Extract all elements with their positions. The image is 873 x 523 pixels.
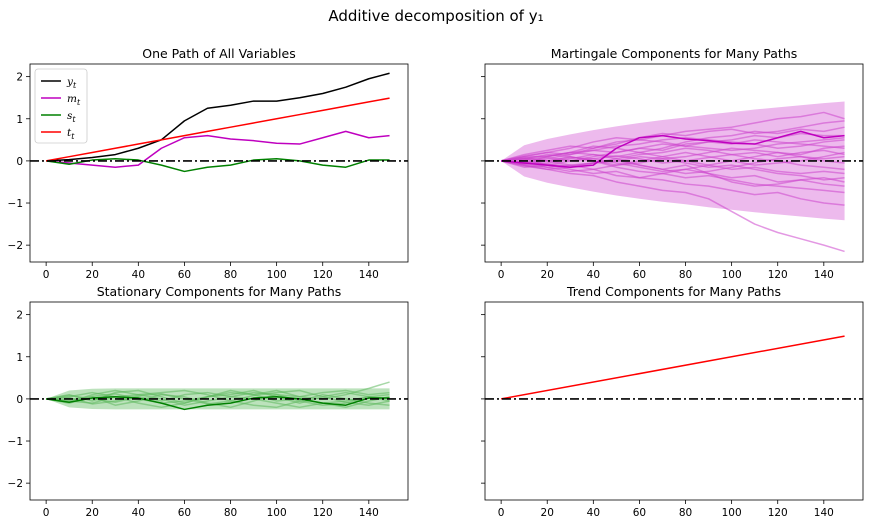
x-tick-label: 120: [768, 269, 788, 281]
x-tick-label: 80: [224, 507, 237, 519]
panel-title: Martingale Components for Many Paths: [551, 46, 798, 61]
x-tick-label: 0: [498, 507, 505, 519]
y-tick-label: 0: [16, 156, 23, 168]
y-tick-label: 1: [16, 352, 23, 364]
plot-area: [46, 73, 389, 171]
plot-area: [501, 336, 844, 399]
x-tick-label: 60: [178, 507, 191, 519]
chart-panel-3: Stationary Components for Many Paths0204…: [8, 284, 408, 519]
y-tick-label: −2: [8, 478, 23, 490]
x-tick-label: 20: [541, 507, 554, 519]
x-tick-label: 40: [587, 507, 600, 519]
axes-frame: [485, 302, 863, 500]
x-tick-label: 100: [722, 507, 742, 519]
x-tick-label: 100: [267, 269, 287, 281]
y-tick-label: −1: [8, 436, 23, 448]
chart-panel-1: One Path of All Variables020406080100120…: [8, 46, 408, 281]
x-tick-label: 140: [814, 269, 834, 281]
y-tick-label: −1: [8, 198, 23, 210]
x-tick-label: 20: [86, 507, 99, 519]
x-tick-label: 120: [313, 269, 333, 281]
x-tick-label: 100: [267, 507, 287, 519]
x-tick-label: 60: [633, 507, 646, 519]
x-tick-label: 80: [679, 507, 692, 519]
panel-title: Stationary Components for Many Paths: [97, 284, 342, 299]
plot-area: [501, 101, 844, 251]
chart-panel-4: Trend Components for Many Paths 0 20 40 60 80…: [481, 284, 863, 519]
plot-area: [46, 382, 389, 409]
x-tick-label: 140: [359, 507, 379, 519]
x-tick-label: 80: [679, 269, 692, 281]
x-tick-label: 0: [43, 507, 50, 519]
series-line: [46, 131, 389, 167]
series-line: [46, 73, 389, 161]
x-tick-label: 120: [768, 507, 788, 519]
x-tick-label: 0: [43, 269, 50, 281]
x-tick-label: 100: [722, 269, 742, 281]
x-tick-label: 140: [814, 507, 834, 519]
x-tick-label: 20: [86, 269, 99, 281]
y-tick-label: 1: [16, 114, 23, 126]
x-tick-label: 40: [587, 269, 600, 281]
x-tick-label: 40: [132, 507, 145, 519]
x-tick-label: 140: [359, 269, 379, 281]
x-tick-label: 120: [313, 507, 333, 519]
y-tick-label: 2: [16, 310, 23, 322]
y-tick-label: 0: [16, 394, 23, 406]
y-tick-label: 2: [16, 72, 23, 84]
series-line: [501, 336, 844, 399]
x-tick-label: 60: [178, 269, 191, 281]
panel-title: Trend Components for Many Paths: [566, 284, 781, 299]
chart-panel-2: Martingale Components for Many Paths 0 20 4…: [481, 46, 863, 281]
figure-title: Additive decomposition of y₁: [328, 7, 543, 25]
x-tick-label: 0: [498, 269, 505, 281]
x-tick-label: 80: [224, 269, 237, 281]
x-tick-label: 60: [633, 269, 646, 281]
x-tick-label: 40: [132, 269, 145, 281]
y-tick-label: −2: [8, 240, 23, 252]
legend: ytmtsttt: [35, 69, 87, 143]
panel-title: One Path of All Variables: [142, 46, 295, 61]
x-tick-label: 20: [541, 269, 554, 281]
